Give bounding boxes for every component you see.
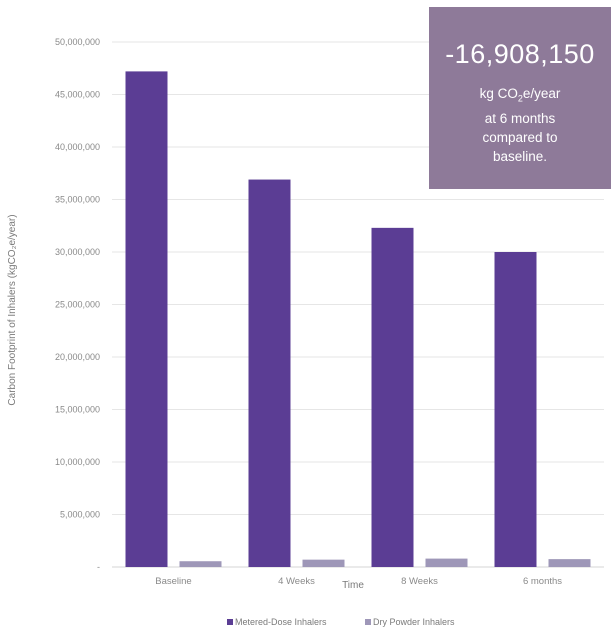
bar-metered-dose-0	[125, 71, 168, 568]
bars	[125, 71, 591, 568]
callout-caption: kg CO2e/year at 6 months compared to bas…	[429, 84, 611, 166]
bar-metered-dose-1	[248, 179, 291, 568]
bar-dry-powder-0	[179, 561, 222, 567]
y-tick-label: 10,000,000	[55, 457, 100, 467]
bar-dry-powder-1	[302, 559, 345, 567]
summary-callout: -16,908,150 kg CO2e/year at 6 months com…	[429, 7, 611, 189]
x-tick-label: Baseline	[155, 576, 191, 587]
callout-caption-line-1: kg CO2e/year	[457, 84, 583, 109]
x-tick-label: 8 Weeks	[401, 576, 438, 587]
bar-metered-dose-2	[371, 227, 414, 567]
y-tick-label: 15,000,000	[55, 405, 100, 415]
legend-label: Metered-Dose Inhalers	[235, 617, 327, 627]
x-tick-label: 6 months	[523, 576, 562, 587]
callout-unit-suffix: e/year	[522, 86, 561, 101]
bar-metered-dose-3	[494, 252, 537, 567]
y-tick-label: -	[97, 562, 100, 572]
callout-caption-line-4: baseline.	[492, 148, 548, 164]
y-axis-label: Carbon Footprint of Inhalers (kgCO₂e/yea…	[7, 214, 18, 405]
x-tick-label: 4 Weeks	[278, 576, 315, 587]
x-axis-ticks: Baseline 4 Weeks 8 Weeks 6 months	[155, 576, 562, 587]
y-tick-label: 30,000,000	[55, 247, 100, 257]
callout-value: -16,908,150	[445, 39, 595, 69]
legend-label: Dry Powder Inhalers	[373, 617, 455, 627]
y-tick-label: 25,000,000	[55, 300, 100, 310]
y-tick-label: 5,000,000	[60, 510, 100, 520]
y-tick-label: 20,000,000	[55, 352, 100, 362]
y-axis-ticks: - 5,000,000 10,000,000 15,000,000 20,000,000…	[55, 37, 100, 572]
y-tick-label: 40,000,000	[55, 142, 100, 152]
y-tick-label: 45,000,000	[55, 90, 100, 100]
y-tick-label: 35,000,000	[55, 195, 100, 205]
callout-unit-subscript: 2	[517, 93, 523, 104]
callout-unit-prefix: kg CO	[479, 86, 518, 101]
legend: Metered-Dose Inhalers Dry Powder Inhalers	[227, 617, 455, 627]
legend-swatch	[365, 619, 371, 625]
x-axis-label: Time	[342, 580, 364, 591]
legend-swatch	[227, 619, 233, 625]
bar-dry-powder-3	[548, 559, 591, 567]
y-tick-label: 50,000,000	[55, 37, 100, 47]
callout-caption-line-2: at 6 months	[484, 110, 556, 126]
callout-caption-line-3: compared to	[482, 129, 558, 145]
bar-dry-powder-2	[425, 558, 468, 567]
